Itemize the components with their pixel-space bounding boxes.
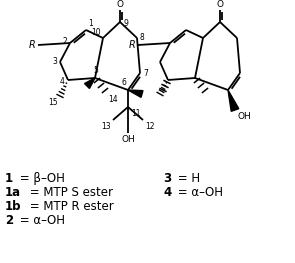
Text: O: O (217, 0, 224, 9)
Text: = α–OH: = α–OH (174, 186, 223, 199)
Text: = MTP S ester: = MTP S ester (26, 186, 113, 199)
Polygon shape (128, 90, 143, 97)
Text: 2: 2 (5, 214, 13, 227)
Text: 3: 3 (52, 58, 57, 67)
Text: 3: 3 (163, 172, 171, 185)
Polygon shape (228, 90, 239, 111)
Text: 9: 9 (124, 18, 129, 28)
Text: 10: 10 (91, 28, 101, 37)
Text: 13: 13 (101, 122, 111, 131)
Text: = α–OH: = α–OH (16, 214, 65, 227)
Text: 4: 4 (60, 77, 65, 85)
Text: 12: 12 (145, 122, 155, 131)
Text: OH: OH (121, 135, 135, 144)
Text: 8: 8 (140, 33, 145, 43)
Text: 1a: 1a (5, 186, 21, 199)
Text: R: R (28, 40, 35, 50)
Text: 1: 1 (88, 19, 93, 28)
Text: O: O (117, 0, 124, 9)
Polygon shape (85, 78, 95, 88)
Text: R: R (128, 40, 135, 50)
Text: OH: OH (237, 112, 251, 121)
Text: 11: 11 (131, 109, 140, 118)
Text: 14: 14 (108, 95, 118, 104)
Text: 1: 1 (5, 172, 13, 185)
Text: = H: = H (173, 172, 200, 185)
Text: 5: 5 (94, 66, 99, 75)
Text: 4: 4 (163, 186, 171, 199)
Text: 15: 15 (48, 98, 58, 107)
Text: 7: 7 (143, 68, 148, 78)
Text: 1b: 1b (5, 200, 22, 213)
Text: 6: 6 (121, 78, 126, 87)
Text: = MTP R ester: = MTP R ester (27, 200, 114, 213)
Text: = β–OH: = β–OH (16, 172, 64, 185)
Text: 2: 2 (62, 38, 67, 47)
